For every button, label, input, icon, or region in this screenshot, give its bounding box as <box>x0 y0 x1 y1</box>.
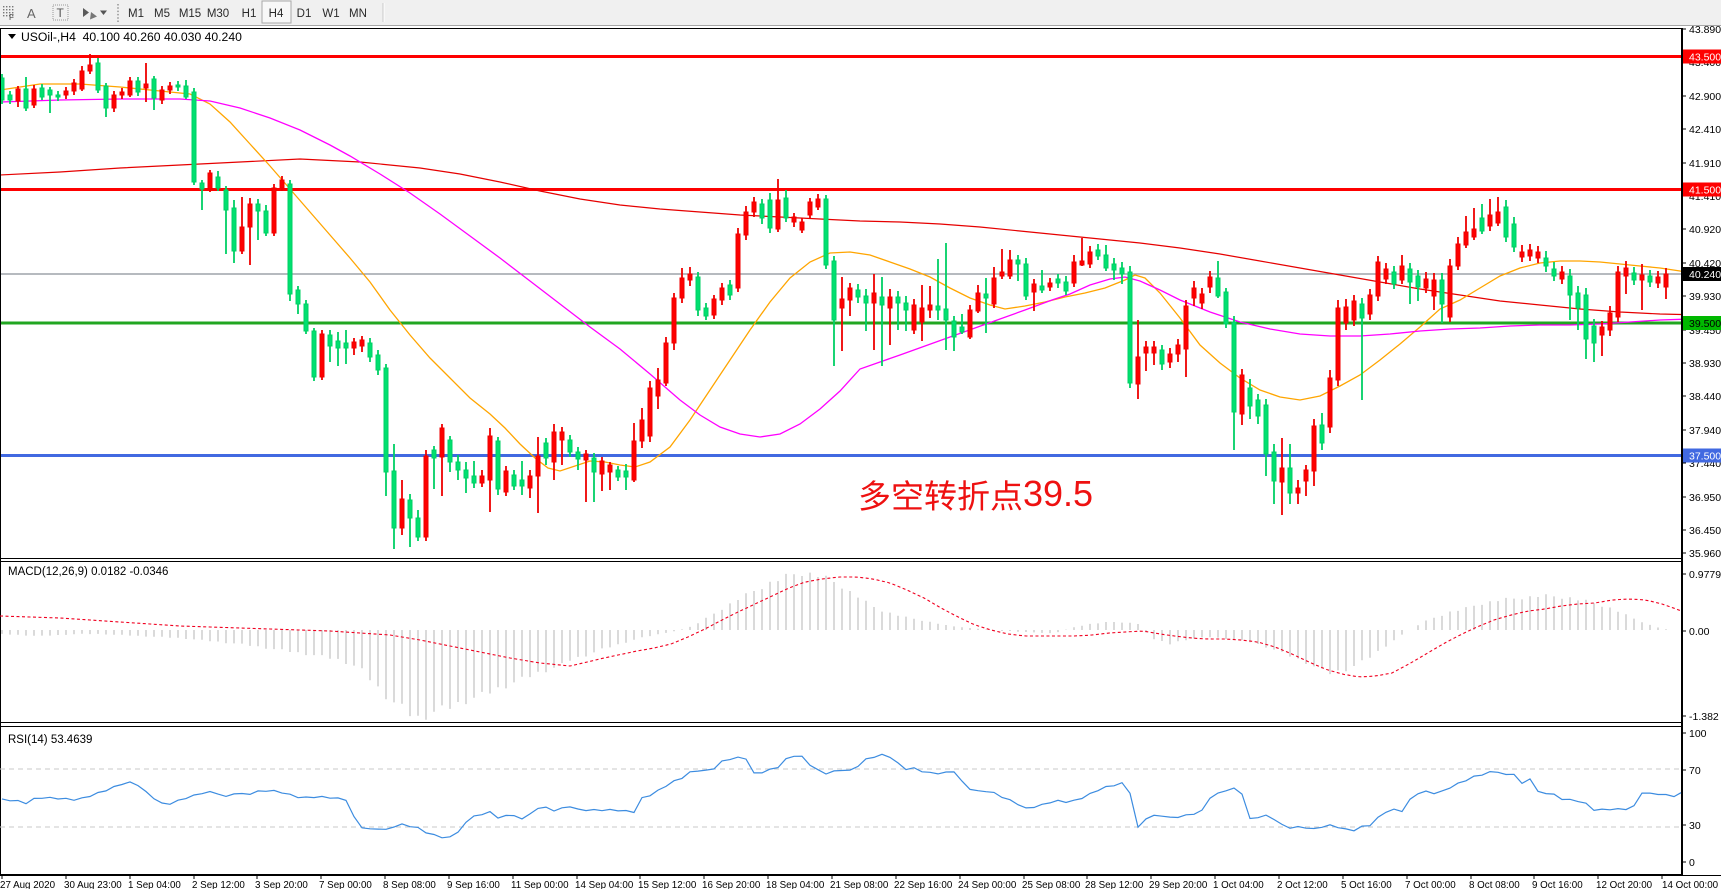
svg-text:H1: H1 <box>242 8 257 20</box>
svg-text:7 Sep 00:00: 7 Sep 00:00 <box>319 880 372 889</box>
svg-text:A: A <box>27 6 36 21</box>
svg-text:0.00: 0.00 <box>1689 626 1710 638</box>
svg-text:1 Sep 04:00: 1 Sep 04:00 <box>128 880 181 889</box>
svg-text:18 Sep 04:00: 18 Sep 04:00 <box>766 880 825 889</box>
svg-text:5 Oct 16:00: 5 Oct 16:00 <box>1341 880 1392 889</box>
svg-text:12 Oct 20:00: 12 Oct 20:00 <box>1596 880 1653 889</box>
svg-text:28 Sep 12:00: 28 Sep 12:00 <box>1085 880 1144 889</box>
svg-text:14 Sep 04:00: 14 Sep 04:00 <box>575 880 634 889</box>
svg-text:22 Sep 16:00: 22 Sep 16:00 <box>894 880 953 889</box>
svg-text:9 Sep 16:00: 9 Sep 16:00 <box>447 880 500 889</box>
svg-text:36.450: 36.450 <box>1689 525 1721 537</box>
svg-text:40.240: 40.240 <box>1689 269 1721 281</box>
svg-text:39.5: 39.5 <box>1023 473 1093 514</box>
svg-text:M5: M5 <box>154 8 170 20</box>
svg-text:38.930: 38.930 <box>1689 358 1721 370</box>
svg-text:11 Sep 00:00: 11 Sep 00:00 <box>511 880 569 889</box>
svg-text:7 Oct 00:00: 7 Oct 00:00 <box>1405 880 1456 889</box>
svg-text:W1: W1 <box>322 8 339 20</box>
svg-text:14 Oct 00:00: 14 Oct 00:00 <box>1662 880 1719 889</box>
svg-text:8 Sep 08:00: 8 Sep 08:00 <box>383 880 436 889</box>
svg-text:0.9779: 0.9779 <box>1689 569 1721 581</box>
svg-text:F: F <box>9 13 14 22</box>
svg-text:T: T <box>57 6 65 20</box>
svg-text:0: 0 <box>1689 857 1695 869</box>
svg-text:3 Sep 20:00: 3 Sep 20:00 <box>255 880 308 889</box>
svg-text:42.900: 42.900 <box>1689 91 1721 103</box>
svg-text:38.440: 38.440 <box>1689 391 1721 403</box>
svg-text:27 Aug 2020: 27 Aug 2020 <box>0 880 56 889</box>
svg-text:MN: MN <box>349 8 367 20</box>
svg-text:100: 100 <box>1689 728 1707 740</box>
svg-text:15 Sep 12:00: 15 Sep 12:00 <box>638 880 697 889</box>
svg-text:9 Oct 16:00: 9 Oct 16:00 <box>1532 880 1583 889</box>
svg-text:42.410: 42.410 <box>1689 124 1721 136</box>
svg-text:36.950: 36.950 <box>1689 492 1721 504</box>
svg-text:40.920: 40.920 <box>1689 224 1721 236</box>
svg-text:MACD(12,26,9) 0.0182 -0.0346: MACD(12,26,9) 0.0182 -0.0346 <box>8 566 168 578</box>
svg-text:35.960: 35.960 <box>1689 548 1721 560</box>
svg-text:2 Oct 12:00: 2 Oct 12:00 <box>1277 880 1328 889</box>
svg-text:43.890: 43.890 <box>1689 24 1721 36</box>
svg-text:21 Sep 08:00: 21 Sep 08:00 <box>830 880 889 889</box>
svg-text:70: 70 <box>1689 765 1701 777</box>
svg-text:2 Sep 12:00: 2 Sep 12:00 <box>192 880 245 889</box>
svg-text:M1: M1 <box>128 8 144 20</box>
svg-text:16 Sep 20:00: 16 Sep 20:00 <box>702 880 761 889</box>
svg-text:37.500: 37.500 <box>1689 451 1721 463</box>
svg-text:29 Sep 20:00: 29 Sep 20:00 <box>1149 880 1208 889</box>
svg-text:39.930: 39.930 <box>1689 291 1721 303</box>
svg-text:M15: M15 <box>179 8 201 20</box>
svg-text:USOil-,H4 40.100 40.260 40.03: USOil-,H4 40.100 40.260 40.030 40.240 <box>21 30 242 44</box>
svg-text:30: 30 <box>1689 820 1701 832</box>
svg-text:24 Sep 00:00: 24 Sep 00:00 <box>958 880 1017 889</box>
svg-text:41.910: 41.910 <box>1689 158 1721 170</box>
svg-text:1 Oct 04:00: 1 Oct 04:00 <box>1213 880 1264 889</box>
svg-text:M30: M30 <box>207 8 229 20</box>
svg-text:39.500: 39.500 <box>1689 318 1721 330</box>
svg-text:43.500: 43.500 <box>1689 52 1721 64</box>
svg-text:-1.382: -1.382 <box>1689 711 1719 723</box>
svg-text:RSI(14) 53.4639: RSI(14) 53.4639 <box>8 734 92 746</box>
svg-text:H4: H4 <box>269 8 284 20</box>
svg-text:30 Aug 23:00: 30 Aug 23:00 <box>64 880 122 889</box>
svg-text:37.940: 37.940 <box>1689 425 1721 437</box>
svg-text:41.500: 41.500 <box>1689 185 1721 197</box>
svg-text:D1: D1 <box>297 8 312 20</box>
svg-text:25 Sep 08:00: 25 Sep 08:00 <box>1022 880 1081 889</box>
svg-text:8 Oct 08:00: 8 Oct 08:00 <box>1469 880 1520 889</box>
